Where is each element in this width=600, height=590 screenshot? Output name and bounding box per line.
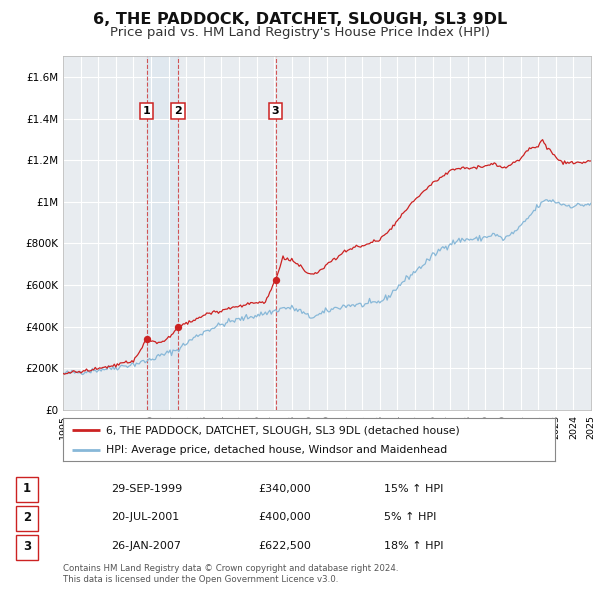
Text: 18% ↑ HPI: 18% ↑ HPI [384,542,443,551]
Text: £400,000: £400,000 [258,513,311,522]
Text: 3: 3 [272,106,280,116]
Text: This data is licensed under the Open Government Licence v3.0.: This data is licensed under the Open Gov… [63,575,338,584]
Bar [146,56,178,410]
Text: 3: 3 [23,540,31,553]
Text: Contains HM Land Registry data © Crown copyright and database right 2024.: Contains HM Land Registry data © Crown c… [63,565,398,573]
Text: 1: 1 [143,106,151,116]
Text: 1: 1 [23,482,31,495]
Point [142,335,151,344]
Text: 26-JAN-2007: 26-JAN-2007 [111,542,181,551]
Text: 6, THE PADDOCK, DATCHET, SLOUGH, SL3 9DL: 6, THE PADDOCK, DATCHET, SLOUGH, SL3 9DL [93,12,507,27]
Text: 20-JUL-2001: 20-JUL-2001 [111,513,179,522]
Text: £622,500: £622,500 [258,542,311,551]
Point [173,322,183,332]
Point [271,276,280,285]
Text: 6, THE PADDOCK, DATCHET, SLOUGH, SL3 9DL (detached house): 6, THE PADDOCK, DATCHET, SLOUGH, SL3 9DL… [106,425,460,435]
Text: 29-SEP-1999: 29-SEP-1999 [111,484,182,493]
Text: HPI: Average price, detached house, Windsor and Maidenhead: HPI: Average price, detached house, Wind… [106,445,448,455]
Text: £340,000: £340,000 [258,484,311,493]
Text: Price paid vs. HM Land Registry's House Price Index (HPI): Price paid vs. HM Land Registry's House … [110,26,490,39]
Text: 15% ↑ HPI: 15% ↑ HPI [384,484,443,493]
Text: 2: 2 [23,511,31,524]
Text: 5% ↑ HPI: 5% ↑ HPI [384,513,436,522]
Text: 2: 2 [174,106,182,116]
